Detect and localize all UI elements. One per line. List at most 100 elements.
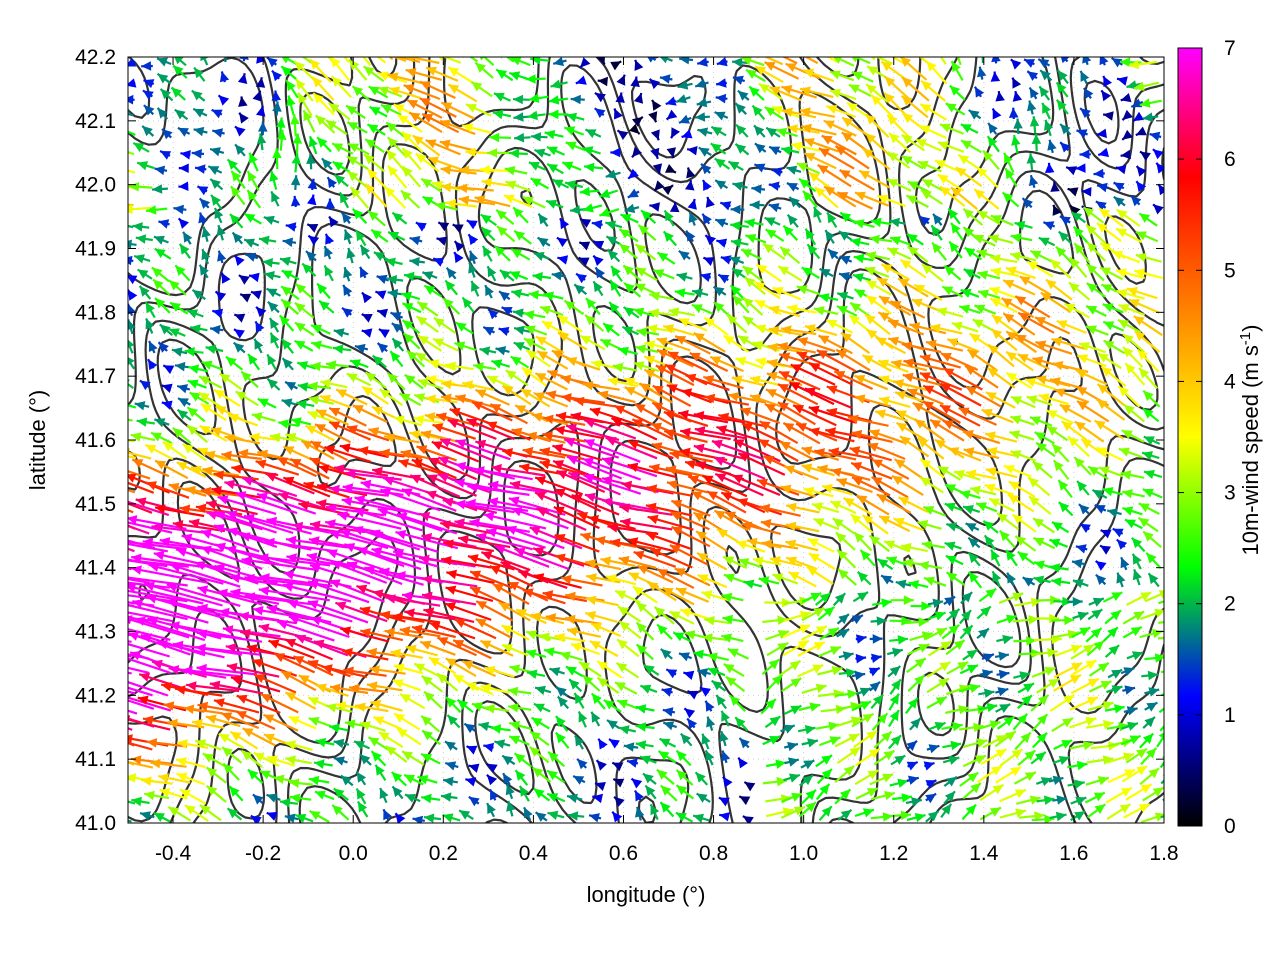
wind-vector: [497, 226, 515, 241]
wind-vector: [463, 298, 474, 313]
wind-vector: [717, 57, 728, 66]
wind-vector: [608, 250, 620, 262]
wind-vector-head: [803, 69, 814, 78]
wind-vector: [769, 182, 780, 191]
wind-vector: [695, 79, 708, 88]
wind-vector-head: [480, 165, 490, 175]
wind-vector-head: [307, 195, 316, 206]
wind-vector: [307, 195, 316, 206]
wind-vector-head: [433, 423, 444, 432]
wind-vector-head: [154, 551, 165, 560]
wind-vector: [961, 140, 981, 152]
wind-vector-head: [665, 164, 676, 173]
wind-vector: [1132, 538, 1145, 552]
wind-vector: [745, 234, 766, 243]
wind-vector-head: [1084, 88, 1094, 99]
wind-vector-head: [737, 498, 748, 507]
wind-vector: [110, 144, 134, 154]
wind-vector-head: [309, 536, 320, 546]
wind-vector: [346, 106, 365, 119]
wind-vector: [447, 268, 457, 279]
wind-vector: [217, 225, 226, 240]
wind-vector: [252, 412, 276, 421]
wind-vector: [1153, 204, 1164, 214]
wind-vector: [961, 124, 978, 133]
wind-vector: [311, 341, 332, 350]
wind-vector-shaft: [117, 402, 136, 408]
wind-vector: [652, 100, 661, 111]
wind-vector: [1139, 213, 1157, 225]
wind-vector-head: [216, 292, 227, 302]
wind-vector-head: [951, 223, 961, 234]
wind-vector-head: [212, 128, 223, 137]
wind-vector-head: [1011, 135, 1020, 146]
wind-vector: [985, 535, 995, 549]
wind-vector: [952, 322, 978, 332]
wind-vector-head: [654, 180, 664, 191]
wind-vector: [598, 77, 608, 87]
wind-vector: [110, 414, 133, 423]
wind-vector-head: [183, 444, 194, 454]
wind-vector-head: [648, 111, 657, 122]
wind-vector: [1136, 253, 1162, 262]
wind-vector: [496, 210, 513, 224]
wind-vector: [991, 72, 1001, 82]
wind-vector: [343, 285, 352, 296]
wind-vector-head: [624, 307, 635, 317]
wind-vector: [995, 91, 1005, 101]
wind-vector-head: [1116, 165, 1127, 174]
wind-vector-head: [417, 302, 428, 312]
wind-vector: [148, 359, 157, 370]
wind-vector: [267, 354, 276, 369]
wind-vector: [126, 78, 137, 87]
wind-vector: [658, 54, 672, 63]
wind-vector: [179, 164, 189, 174]
wind-vector: [749, 87, 764, 101]
wind-vector: [1047, 426, 1068, 440]
wind-vector-head: [650, 148, 659, 159]
wind-vector-head: [417, 316, 428, 326]
wind-vector-head: [1134, 316, 1145, 325]
wind-vector-head: [933, 214, 943, 225]
wind-vector: [212, 110, 223, 119]
wind-vector-head: [781, 325, 792, 334]
wind-vector-head: [1047, 426, 1058, 436]
wind-vector: [705, 235, 716, 245]
wind-vector-head: [649, 292, 660, 301]
wind-vector: [234, 343, 245, 353]
wind-vector: [650, 148, 659, 159]
wind-vector: [285, 382, 297, 391]
wind-vector: [937, 307, 964, 316]
wind-vector: [1027, 153, 1037, 170]
wind-vector: [1015, 221, 1033, 230]
wind-vector: [335, 175, 349, 187]
wind-vector: [499, 327, 510, 336]
wind-vector-head: [1107, 508, 1118, 517]
wind-vector: [248, 354, 259, 370]
wind-vector-head: [847, 103, 858, 112]
wind-vector: [347, 156, 368, 169]
wind-vector: [471, 281, 480, 296]
wind-vector-head: [267, 57, 278, 67]
wind-vector: [1144, 470, 1162, 479]
wind-vector-head: [1117, 540, 1127, 550]
wind-vector-head: [297, 361, 308, 370]
wind-vector: [711, 127, 726, 136]
wind-vector-head: [396, 530, 407, 539]
wind-vector-head: [1076, 163, 1086, 173]
wind-vector: [974, 189, 999, 209]
wind-vector: [360, 267, 369, 278]
wind-vector-head: [222, 273, 231, 284]
wind-vector-head: [1122, 489, 1133, 498]
wind-vector: [1011, 59, 1021, 69]
wind-vector: [638, 225, 655, 240]
wind-vector: [692, 304, 713, 314]
wind-vector-head: [963, 430, 974, 439]
wind-vector: [377, 309, 388, 318]
wind-vector: [766, 128, 780, 138]
wind-vector: [283, 238, 296, 248]
wind-vector: [403, 148, 421, 170]
wind-vector: [703, 257, 714, 266]
wind-vector-head: [610, 61, 621, 70]
wind-vector: [438, 222, 449, 231]
